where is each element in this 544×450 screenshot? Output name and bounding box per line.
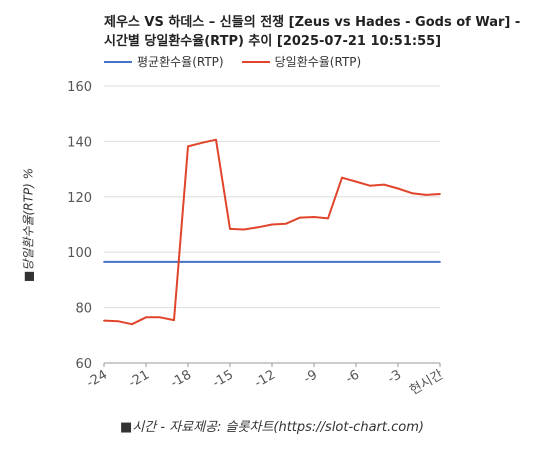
data-point-average <box>313 260 315 263</box>
legend-label-average: 평균환수율(RTP) <box>137 55 224 69</box>
x-tick-label: -12 <box>252 367 278 391</box>
series-line-daily <box>103 138 441 326</box>
data-point-average <box>411 260 413 263</box>
data-point-average <box>299 260 301 263</box>
y-tick-label: 100 <box>67 246 92 261</box>
data-point-daily <box>173 319 175 321</box>
legend-label-daily: 당일환수율(RTP) <box>274 55 362 69</box>
data-point-average <box>159 260 161 263</box>
y-tick-label: 140 <box>67 135 92 150</box>
data-point-average <box>257 260 259 263</box>
x-tick-label: -18 <box>168 367 194 391</box>
data-point-average <box>285 260 287 263</box>
chart-title: 제우스 VS 하데스 – 신들의 전쟁 [Zeus vs Hades - God… <box>104 13 524 51</box>
data-point-daily <box>145 316 147 319</box>
data-point-daily <box>103 319 105 322</box>
data-point-daily <box>243 228 245 231</box>
data-point-average <box>355 260 357 263</box>
data-point-daily <box>257 226 259 229</box>
y-tick-label: 80 <box>75 302 92 317</box>
data-point-average <box>103 260 105 263</box>
data-point-average <box>173 260 175 263</box>
x-tick-label: -21 <box>126 367 152 391</box>
data-point-average <box>341 260 343 263</box>
data-point-daily <box>215 138 217 141</box>
y-tick-label: 160 <box>67 80 92 95</box>
y-axis-label: ■당일환수율(RTP) % <box>21 167 36 283</box>
legend-swatch-average <box>104 60 132 63</box>
chart-title-line-1: 제우스 VS 하데스 – 신들의 전쟁 [Zeus vs Hades - God… <box>104 15 521 30</box>
data-point-daily <box>187 145 189 148</box>
y-tick-label: 60 <box>75 357 92 372</box>
data-point-daily <box>439 193 441 195</box>
data-point-average <box>145 260 147 263</box>
data-point-daily <box>159 316 161 319</box>
data-point-daily <box>397 187 399 190</box>
data-point-average <box>369 260 371 263</box>
data-point-average <box>271 260 273 263</box>
data-point-daily <box>313 216 315 218</box>
x-tick-label: 현시간 <box>407 367 446 398</box>
data-point-daily <box>327 217 329 220</box>
data-point-average <box>187 260 189 263</box>
data-point-daily <box>299 216 301 219</box>
data-point-average <box>117 260 119 263</box>
chart-title-line-2: 시간별 당일환수율(RTP) 추이 [2025-07-21 10:51:55] <box>104 34 442 49</box>
data-point-average <box>439 260 441 263</box>
data-point-daily <box>341 176 343 179</box>
legend-item-average[interactable]: 평균환수율(RTP) <box>104 53 224 70</box>
data-point-daily <box>117 320 119 323</box>
data-point-average <box>131 260 133 263</box>
y-tick-label: 120 <box>67 191 92 206</box>
data-point-average <box>229 260 231 263</box>
data-point-daily <box>271 223 273 226</box>
x-tick-label: -6 <box>343 367 362 386</box>
data-point-average <box>397 260 399 263</box>
data-point-average <box>425 260 427 263</box>
legend: 평균환수율(RTP) 당일환수율(RTP) <box>104 53 379 70</box>
data-point-daily <box>285 222 287 225</box>
data-point-average <box>201 260 203 263</box>
x-axis-label: ■시간 - 자료제공: 슬롯차트(https://slot-chart.com) <box>120 420 424 435</box>
x-tick-label: -3 <box>385 367 404 386</box>
data-point-average <box>383 260 385 263</box>
data-point-average <box>215 260 217 263</box>
data-point-daily <box>425 193 427 196</box>
data-point-daily <box>355 180 357 183</box>
data-point-daily <box>411 192 413 195</box>
legend-swatch-daily <box>241 60 270 63</box>
x-tick-label: -9 <box>301 367 320 386</box>
x-tick-label: -15 <box>210 367 236 391</box>
data-point-daily <box>201 141 203 144</box>
data-point-average <box>327 260 329 263</box>
legend-item-daily[interactable]: 당일환수율(RTP) <box>241 53 362 70</box>
data-point-average <box>243 260 245 263</box>
data-point-daily <box>229 228 231 230</box>
data-point-daily <box>369 184 371 187</box>
data-point-daily <box>131 323 133 326</box>
data-point-daily <box>383 183 385 186</box>
